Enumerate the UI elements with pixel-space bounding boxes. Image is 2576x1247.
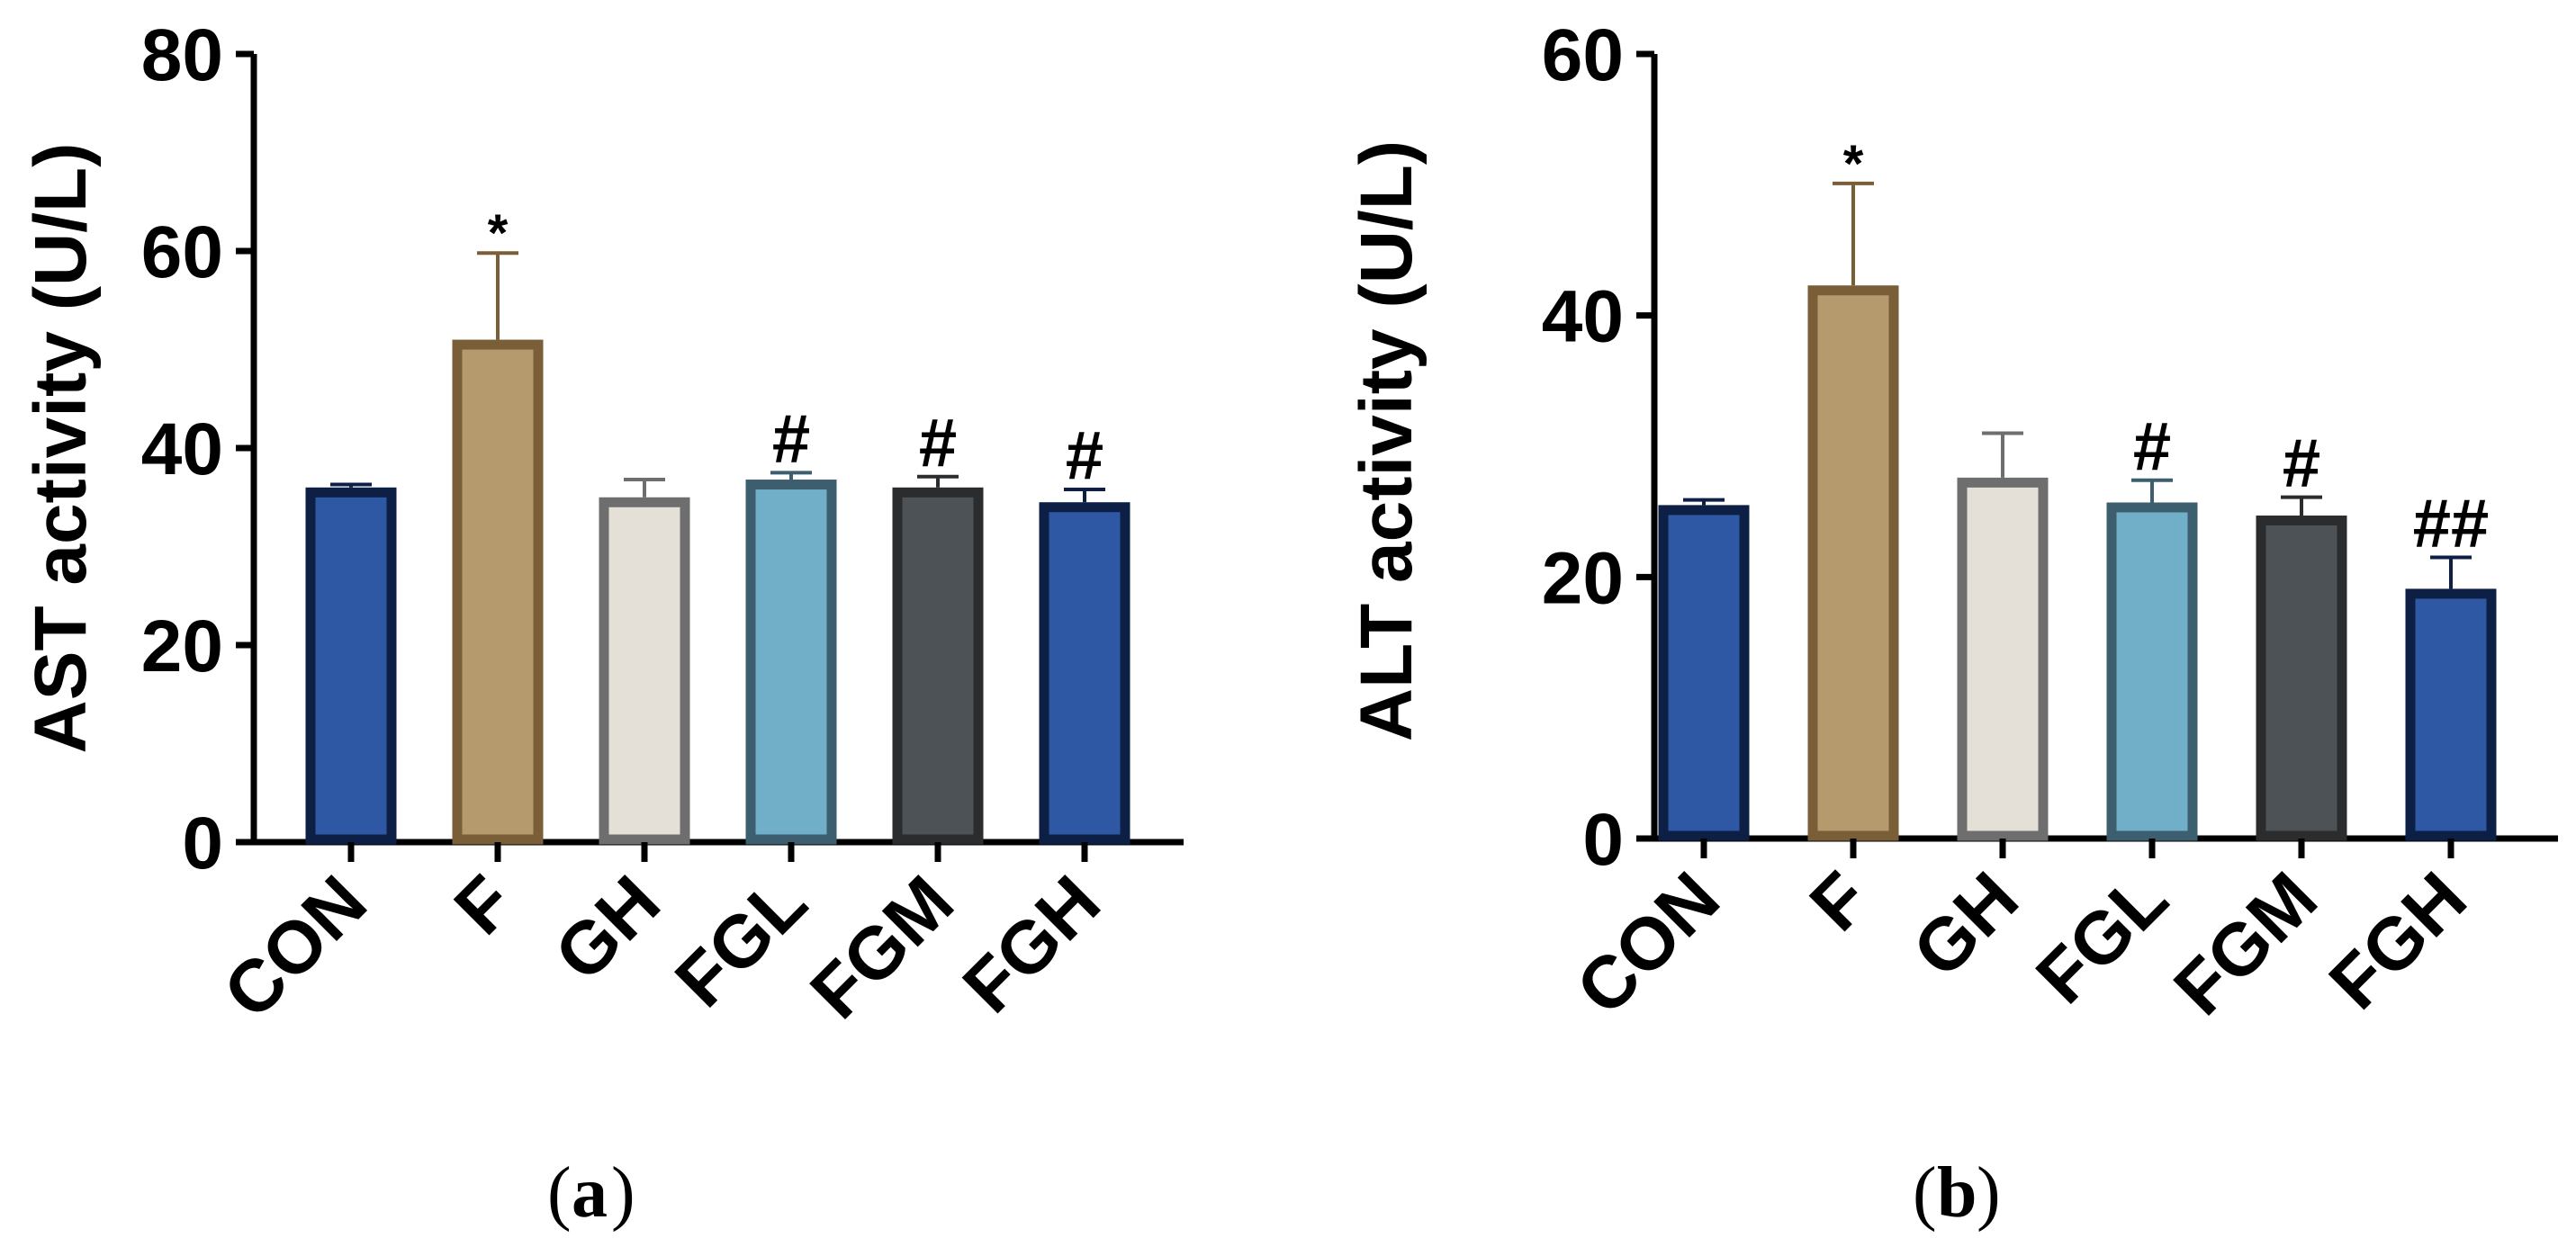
panel-a-category-label-fgl: FGL [660, 860, 822, 1022]
panel-a-significance-fgl: # [772, 400, 810, 477]
panel-a-bar-fgl [745, 480, 837, 845]
panel-a-significance-fgm: # [919, 405, 957, 481]
panel-b-y-tick-label: 20 [1542, 537, 1624, 619]
panel-b-significance-f: * [1843, 135, 1864, 193]
panel-b-significance-fgh: ## [2413, 486, 2490, 562]
panel-b-bar-fgm [2256, 516, 2347, 841]
panel-b-category-label-fgh: FGH [2314, 857, 2482, 1025]
panel-b-y-axis: 0 20 40 60 ALT activity (U/L) [1346, 14, 2558, 881]
svg-text:): ) [611, 1153, 635, 1233]
panel-b-bar-fgh [2405, 588, 2497, 841]
panel-a-bar-fgh [1039, 502, 1130, 845]
svg-text:(: ( [547, 1153, 572, 1233]
panel-b-y-tick-label: 0 [1582, 799, 1624, 881]
panel-b-caption: ( b ) [1913, 1153, 2001, 1233]
panel-a-bar-gh [599, 497, 690, 845]
panel-b-category-label-con: CON [1562, 857, 1735, 1030]
panel-a-y-tick-label: 60 [141, 211, 223, 293]
panel-b-y-tick-label: 60 [1542, 14, 1624, 96]
panel-a-y-tick-label: 40 [141, 408, 223, 490]
panel-a-y-tick-label: 0 [182, 803, 223, 884]
panel-a-category-label-gh: GH [539, 860, 675, 996]
panel-a-caption: ( a ) [547, 1153, 635, 1233]
panel-a-y-tick-label: 20 [141, 606, 223, 687]
panel-b-significance-fgl: # [2133, 408, 2171, 485]
panel-b-category-label-f: F [1795, 857, 1885, 946]
panel-b-bar-fgl [2106, 502, 2198, 841]
svg-text:(: ( [1913, 1153, 1937, 1233]
panel-b-bar-con [1658, 505, 1750, 841]
panel-b-caption-letter: b [1937, 1153, 1977, 1233]
panel-a-y-axis: 0 20 40 60 80 AST activity (U/L) [20, 14, 1184, 884]
panel-a-caption-letter: a [572, 1153, 608, 1233]
panel-a-significance-fgh: # [1066, 417, 1103, 494]
panel-b-category-label-fgl: FGL [2021, 857, 2183, 1018]
panel-a-category-label-fgh: FGH [948, 860, 1116, 1028]
panel-b-significance-fgm: # [2283, 426, 2320, 502]
panel-a-category-label-f: F [439, 860, 529, 950]
panel-b-category-label-fgm: FGM [2159, 857, 2333, 1030]
panel-b-category-label-gh: GH [1897, 857, 2033, 992]
panel-a-y-tick-label: 80 [141, 14, 223, 96]
panel-b-bar-gh [1957, 477, 2049, 841]
panel-a-bar-con [305, 487, 397, 845]
panel-a-bar-fgm [892, 487, 984, 845]
panel-a-chart: 0 20 40 60 80 AST activity (U/L) * # # # CON F GH… [20, 14, 1184, 1233]
panel-a-significance-f: * [488, 204, 509, 263]
panel-a-category-label-fgm: FGM [796, 860, 969, 1034]
panel-b-y-axis-label: ALT activity (U/L) [1346, 140, 1428, 741]
panel-a-y-axis-label: AST activity (U/L) [20, 143, 102, 754]
svg-text:): ) [1977, 1153, 2001, 1233]
panel-b-y-tick-label: 40 [1542, 276, 1624, 358]
panel-b-bar-f [1807, 285, 1899, 841]
panel-a-bar-f [452, 339, 544, 845]
panel-a-category-label-con: CON [209, 860, 383, 1034]
